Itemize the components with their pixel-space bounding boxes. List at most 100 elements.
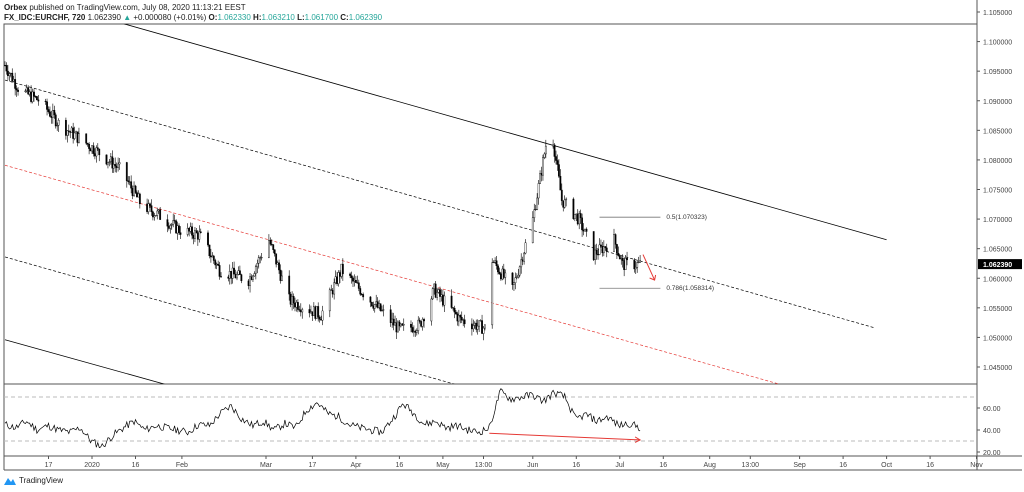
candle-body bbox=[511, 272, 514, 285]
candle-body bbox=[130, 181, 133, 189]
candle-body bbox=[249, 276, 251, 286]
candle-body bbox=[378, 303, 380, 308]
candle-body bbox=[333, 282, 336, 295]
candle-body bbox=[92, 145, 95, 154]
candle-body bbox=[228, 271, 231, 279]
candle-body bbox=[491, 262, 494, 326]
candle-body bbox=[192, 235, 195, 239]
candle-body bbox=[398, 321, 401, 327]
low-value: 1.061700 bbox=[304, 13, 339, 22]
chart-frame bbox=[3, 23, 978, 457]
candle-body bbox=[218, 265, 221, 277]
candle-body bbox=[621, 257, 624, 261]
candle-body bbox=[372, 305, 375, 309]
candle-body bbox=[369, 296, 372, 303]
candle-body bbox=[11, 72, 14, 82]
candle-body bbox=[515, 276, 518, 278]
candle-body bbox=[299, 309, 302, 313]
candle-body bbox=[439, 289, 441, 297]
candle-body bbox=[601, 245, 604, 254]
candle-body bbox=[533, 209, 536, 219]
candle-body bbox=[600, 244, 602, 247]
candle-body bbox=[49, 111, 51, 117]
candle-body bbox=[5, 65, 8, 72]
time-tick-label: 16 bbox=[839, 462, 847, 469]
candle-body bbox=[317, 306, 320, 318]
candle-body bbox=[433, 283, 436, 289]
candle-body bbox=[257, 257, 260, 264]
candle-body bbox=[395, 322, 398, 333]
price-tick-label: 1.065000 bbox=[983, 247, 1012, 254]
candle-body bbox=[421, 319, 424, 327]
candle-body bbox=[544, 145, 547, 155]
candle-body bbox=[230, 271, 233, 279]
candle-body bbox=[85, 133, 88, 144]
candle-body bbox=[375, 301, 378, 305]
candle-body bbox=[76, 131, 79, 143]
candle-body bbox=[215, 263, 218, 266]
candle-body bbox=[576, 213, 579, 225]
candle-body bbox=[279, 269, 282, 281]
time-tick-label: 16 bbox=[572, 462, 580, 469]
candle-body bbox=[134, 185, 137, 193]
candle-body bbox=[355, 280, 357, 283]
candle-body bbox=[88, 144, 91, 149]
candle-body bbox=[240, 274, 243, 282]
candle-body bbox=[502, 268, 505, 278]
candle-body bbox=[542, 157, 544, 176]
candle-body bbox=[442, 294, 444, 306]
candle-body bbox=[352, 277, 354, 282]
candle-body bbox=[191, 226, 193, 236]
candle-body bbox=[57, 119, 60, 126]
candle-body bbox=[36, 96, 38, 101]
candle-body bbox=[301, 309, 304, 313]
candle-body bbox=[167, 225, 170, 229]
candle-body bbox=[247, 280, 250, 286]
trendline-solid bbox=[4, 339, 165, 384]
low-label: L: bbox=[297, 13, 305, 22]
candle-body bbox=[169, 225, 172, 229]
high-label: H: bbox=[253, 13, 262, 22]
candle-body bbox=[69, 131, 72, 133]
candle-body bbox=[178, 225, 180, 233]
published-text: published on TradingView.com, July 08, 2… bbox=[29, 3, 246, 12]
candle-body bbox=[6, 70, 9, 76]
price-tick-label: 1.105000 bbox=[983, 10, 1012, 17]
candle-body bbox=[291, 296, 293, 305]
candle-body bbox=[473, 322, 476, 326]
candle-body bbox=[536, 197, 539, 210]
candle-body bbox=[592, 231, 595, 260]
candle-body bbox=[320, 319, 322, 321]
candle-body bbox=[573, 214, 576, 219]
osc-tick-label: 40.00 bbox=[983, 428, 1001, 435]
candle-body bbox=[207, 232, 209, 246]
candle-body bbox=[411, 327, 414, 333]
candle-body bbox=[118, 162, 121, 165]
price-tick-label: 1.090000 bbox=[983, 99, 1012, 106]
candle-body bbox=[31, 91, 34, 102]
candle-body bbox=[359, 288, 362, 295]
candle-body bbox=[330, 289, 333, 291]
candle-body bbox=[297, 302, 299, 310]
candle-body bbox=[430, 298, 433, 322]
symbol[interactable]: FX_IDC:EURCHF, 720 bbox=[4, 13, 86, 22]
candle-body bbox=[481, 320, 483, 334]
candle-body bbox=[553, 144, 556, 157]
price-tick-label: 1.045000 bbox=[983, 365, 1012, 372]
candle-body bbox=[75, 131, 77, 134]
candle-body bbox=[605, 247, 608, 252]
candle-body bbox=[147, 203, 150, 212]
candle-body bbox=[310, 311, 312, 314]
candle-body bbox=[278, 262, 280, 271]
candle-body bbox=[189, 226, 192, 232]
time-tick-label: Feb bbox=[176, 462, 188, 469]
candle-body bbox=[518, 266, 521, 276]
candle-body bbox=[594, 249, 597, 260]
price-arrow bbox=[642, 254, 656, 281]
tradingview-logo[interactable]: TradingView bbox=[4, 476, 63, 485]
candle-body bbox=[524, 242, 527, 254]
candle-body bbox=[410, 324, 412, 328]
candle-body bbox=[138, 193, 141, 205]
candle-body bbox=[253, 273, 256, 277]
